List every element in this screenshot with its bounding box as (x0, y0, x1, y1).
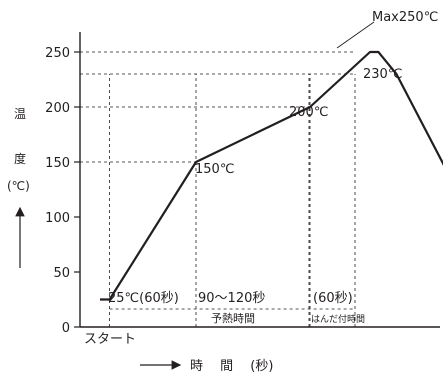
y-tick-label-0: 0 (62, 321, 70, 336)
temp-230-label: 230℃ (363, 67, 402, 82)
x-origin-label: スタート (84, 332, 136, 347)
y-tick-label-150: 150 (45, 156, 70, 171)
stage-4-label: (60秒) (313, 291, 353, 306)
max-leader-line (337, 22, 374, 48)
temp-150-label: 150℃ (195, 162, 234, 177)
stage-2-sublabel: 予熱時間 (211, 312, 255, 325)
y-label-char-2: 度 (14, 151, 26, 166)
y-tick-label-50: 50 (53, 266, 70, 281)
x-label: 時 間 (秒) (190, 359, 273, 374)
max-temp-label: Max250℃ (372, 10, 438, 25)
y-label-char-1: 温 (14, 107, 26, 121)
stage-2-label: 90〜120秒 (198, 291, 265, 306)
y-tick-label-250: 250 (45, 46, 70, 61)
stage-4-sublabel: はんだ付時間 (311, 314, 365, 325)
y-tick-label-100: 100 (45, 211, 70, 226)
stage-1-label: 25℃(60秒) (108, 291, 179, 306)
y-label-unit: (℃) (7, 179, 30, 193)
temp-200-label: 200℃ (289, 105, 328, 120)
series-line-profile (100, 52, 443, 300)
y-tick-label-200: 200 (45, 101, 70, 116)
